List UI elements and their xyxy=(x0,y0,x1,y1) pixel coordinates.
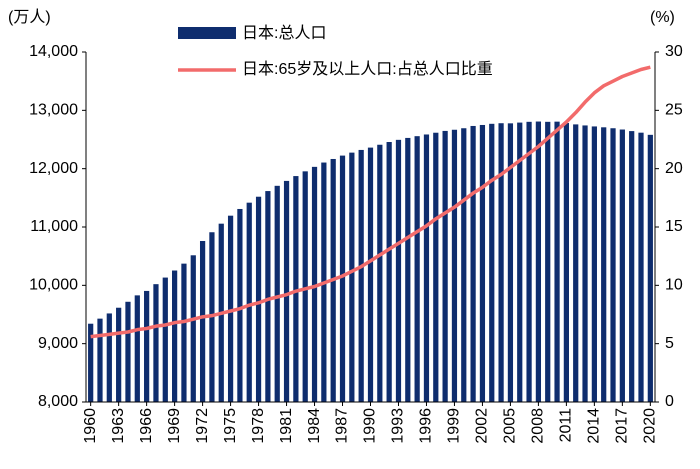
bar xyxy=(227,215,234,402)
bar xyxy=(255,196,262,402)
x-tick-label: 1978 xyxy=(250,408,267,444)
bar xyxy=(311,166,318,402)
bar xyxy=(479,124,486,402)
y-tick-label: 12,000 xyxy=(29,160,78,177)
x-tick-label: 2011 xyxy=(558,408,575,443)
bar xyxy=(367,147,374,402)
bar xyxy=(545,121,551,402)
x-tick-label: 1972 xyxy=(194,408,211,444)
bar xyxy=(629,131,635,402)
y2-tick-label: 10 xyxy=(665,277,683,294)
y2-unit: (%) xyxy=(650,9,675,26)
bar xyxy=(283,180,290,402)
bar xyxy=(116,307,122,402)
bar xyxy=(563,122,569,402)
bar xyxy=(134,295,140,402)
x-tick-label: 1975 xyxy=(222,408,239,444)
bar xyxy=(153,284,159,402)
bar xyxy=(442,130,448,403)
bar xyxy=(498,123,504,402)
bar xyxy=(610,128,616,402)
y-tick-label: 8,000 xyxy=(38,393,78,410)
x-tick-label: 2002 xyxy=(474,408,491,444)
bar xyxy=(451,129,458,402)
bar xyxy=(246,202,252,402)
x-tick-label: 1969 xyxy=(166,408,183,444)
bar xyxy=(470,125,476,402)
y-tick-label: 9,000 xyxy=(38,335,78,352)
bar xyxy=(274,185,280,402)
x-tick-label: 1996 xyxy=(418,408,435,444)
bar xyxy=(423,134,430,402)
y-tick-label: 11,000 xyxy=(30,218,78,235)
bar xyxy=(601,127,607,402)
bar xyxy=(265,191,271,402)
bar xyxy=(619,129,625,402)
bar xyxy=(647,134,653,403)
bar xyxy=(582,125,588,403)
bar xyxy=(349,152,355,402)
bar xyxy=(237,208,243,402)
x-tick-label: 1966 xyxy=(138,408,155,444)
bar xyxy=(386,142,392,402)
bar xyxy=(461,128,467,402)
y-tick-label: 14,000 xyxy=(29,43,78,60)
x-tick-label: 2005 xyxy=(502,408,519,444)
bar xyxy=(535,121,542,403)
bar xyxy=(199,241,206,402)
x-tick-label: 2020 xyxy=(642,408,659,444)
x-tick-label: 1963 xyxy=(110,408,127,444)
bar xyxy=(638,132,644,403)
x-tick-label: 2008 xyxy=(530,408,547,444)
y2-tick-label: 25 xyxy=(665,102,683,119)
x-tick-label: 1984 xyxy=(306,408,323,444)
bar xyxy=(507,123,514,402)
bar xyxy=(405,137,411,403)
bar xyxy=(395,139,402,402)
bar xyxy=(358,149,364,402)
x-tick-label: 1981 xyxy=(278,408,295,444)
bar xyxy=(162,277,168,402)
bar xyxy=(106,313,112,402)
bar xyxy=(88,323,94,402)
bar xyxy=(293,176,299,402)
x-tick-label: 1960 xyxy=(82,408,99,444)
bar xyxy=(517,122,523,402)
y-unit: (万人) xyxy=(8,8,51,26)
bar xyxy=(489,123,495,402)
bar xyxy=(97,318,103,402)
bar xyxy=(414,136,420,403)
y2-tick-label: 20 xyxy=(665,160,683,177)
y2-tick-label: 5 xyxy=(665,335,674,352)
y2-tick-label: 30 xyxy=(665,43,683,60)
bar xyxy=(181,263,187,402)
bar xyxy=(339,155,346,402)
bar xyxy=(591,126,597,402)
legend-label: 日本:65岁及以上人口:占总人口比重 xyxy=(242,60,493,78)
bar xyxy=(554,121,560,403)
bar xyxy=(172,270,178,402)
x-tick-label: 1990 xyxy=(362,408,379,444)
y2-tick-label: 15 xyxy=(665,218,683,235)
x-tick-label: 1987 xyxy=(334,408,351,444)
x-tick-label: 2014 xyxy=(586,408,603,444)
bar xyxy=(144,290,150,402)
bar xyxy=(433,132,439,402)
bar xyxy=(125,301,131,402)
bar xyxy=(190,255,196,402)
bar xyxy=(573,124,579,403)
x-tick-label: 1999 xyxy=(446,408,463,444)
bar xyxy=(526,121,532,402)
legend-swatch xyxy=(178,27,236,39)
bar xyxy=(302,171,308,402)
y-tick-label: 10,000 xyxy=(29,277,78,294)
x-tick-label: 2017 xyxy=(614,408,631,444)
line xyxy=(90,65,651,339)
y2-tick-label: 0 xyxy=(665,393,674,410)
bar xyxy=(377,144,383,402)
y-tick-label: 13,000 xyxy=(29,102,78,119)
x-tick-label: 1993 xyxy=(390,408,407,444)
legend-label: 日本:总人口 xyxy=(242,24,326,42)
